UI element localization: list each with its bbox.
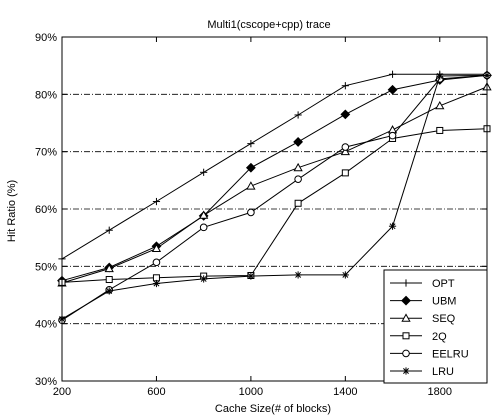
x-axis-title: Cache Size(# of blocks) [215,403,331,415]
data-point [388,131,397,140]
legend-entry: 2Q [390,331,447,343]
y-tick-label: 80% [35,89,57,101]
legend-entry: OPT [390,278,455,290]
data-point [341,271,349,279]
data-point [341,143,350,151]
legend-entry: LRU [390,366,454,378]
data-point [341,82,349,90]
y-tick-label: 60% [35,204,57,216]
legend-box [383,269,488,384]
data-point [105,226,113,234]
data-point [151,243,162,253]
legend-marker [402,332,410,340]
legend-marker [401,313,411,322]
data-point [199,210,209,219]
data-point [436,72,444,80]
data-point [435,100,445,110]
data-point [294,199,302,207]
data-point [105,276,113,284]
data-point [104,263,114,273]
data-point [105,287,113,295]
data-point [387,84,398,95]
series-ubm [57,70,492,286]
data-point [200,168,208,176]
series-line [61,128,488,283]
series-line [61,74,488,320]
x-tick-label: 1000 [239,386,263,398]
legend-marker [402,349,410,358]
series-line [61,74,488,321]
legend-marker [402,367,410,375]
legend-marker [402,279,410,287]
legend-entry: UBM [390,296,456,308]
legend-label: SEQ [432,313,456,325]
y-tick-label: 90% [35,32,57,44]
data-point [247,272,255,280]
data-point [341,169,349,177]
series-opt [58,70,491,263]
legend-entries: OPT UBM SEQ 2Q EELRU LRU [390,278,469,378]
data-point [246,181,256,190]
legend-entry: EELRU [390,348,469,360]
y-tick-label: 40% [35,319,57,331]
data-point [199,223,208,232]
x-tick-label: 600 [147,386,165,398]
y-tick-label: 30% [35,376,57,388]
data-point [247,208,255,217]
data-point [293,137,304,147]
data-point [293,162,303,172]
data-point [152,258,161,267]
data-point [247,140,255,148]
data-point [152,197,161,206]
data-point [340,109,351,120]
series-layer [57,70,492,325]
y-tick-label: 50% [35,261,57,273]
legend-label: UBM [432,296,456,308]
data-point [294,111,302,119]
data-point [245,162,256,173]
data-point [388,70,397,78]
chart-title: Multi1(cscope+cpp) trace [207,19,330,31]
legend-marker [401,295,411,306]
data-point [200,275,208,283]
data-point [294,175,302,183]
x-tick-label: 1800 [428,386,452,398]
x-tick-label: 200 [53,386,71,398]
series-lru [58,71,491,323]
y-axis-title: Hit Ratio (%) [6,180,18,242]
y-tick-label: 70% [35,147,57,159]
series-line [61,86,488,284]
legend-label: EELRU [432,348,469,360]
data-point [340,146,350,156]
axis-ticks: 30% 40% 50% 60% 70% 80% 90% 200 600 1000 1400 1800 [35,32,487,398]
legend-label: OPT [432,278,455,290]
legend-label: 2Q [432,331,447,343]
x-tick-label: 1400 [333,386,357,398]
series-seq [57,82,492,287]
legend-label: LRU [432,366,454,378]
legend: OPT UBM SEQ 2Q EELRU LRU [383,269,488,384]
data-point [152,274,160,282]
data-point [436,126,444,134]
data-point [152,279,161,288]
data-point [294,271,302,279]
series-line [61,74,488,282]
series-line [61,73,487,260]
legend-entry: SEQ [390,313,456,325]
data-point [388,222,397,230]
